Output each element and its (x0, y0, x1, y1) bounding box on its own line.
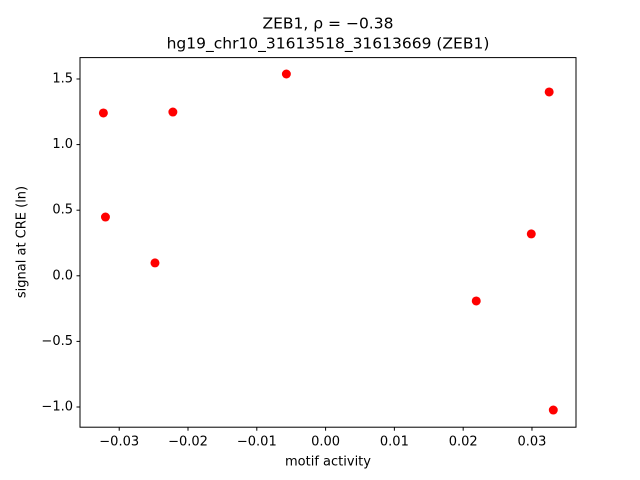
y-tick-label: 0.5 (52, 203, 73, 218)
point (471, 296, 481, 306)
y-tick-label: 0.0 (52, 268, 73, 283)
point (544, 87, 554, 97)
x-tick-label: 0.00 (311, 435, 340, 450)
chart-title: ZEB1, ρ = −0.38 (263, 15, 394, 33)
x-tick-label: −0.03 (99, 435, 139, 450)
point (281, 69, 291, 79)
chart-subtitle: hg19_chr10_31613518_31613669 (ZEB1) (167, 35, 490, 54)
x-tick-label: −0.01 (237, 435, 277, 450)
y-tick-label: 1.5 (52, 71, 73, 86)
point (526, 229, 536, 239)
point (168, 107, 178, 117)
y-axis-label: signal at CRE (ln) (15, 186, 30, 298)
point (150, 258, 160, 268)
y-tick-label: −0.5 (41, 334, 73, 349)
point (98, 108, 108, 118)
x-tick-label: −0.02 (168, 435, 208, 450)
x-axis-label: motif activity (285, 455, 371, 470)
x-tick-label: 0.02 (449, 435, 478, 450)
plot-frame (79, 57, 577, 428)
x-tick-label: 0.03 (517, 435, 546, 450)
point (548, 405, 558, 415)
point (100, 212, 110, 222)
y-tick-label: −1.0 (41, 399, 73, 414)
x-tick-label: 0.01 (380, 435, 409, 450)
y-tick-label: 1.0 (52, 137, 73, 152)
